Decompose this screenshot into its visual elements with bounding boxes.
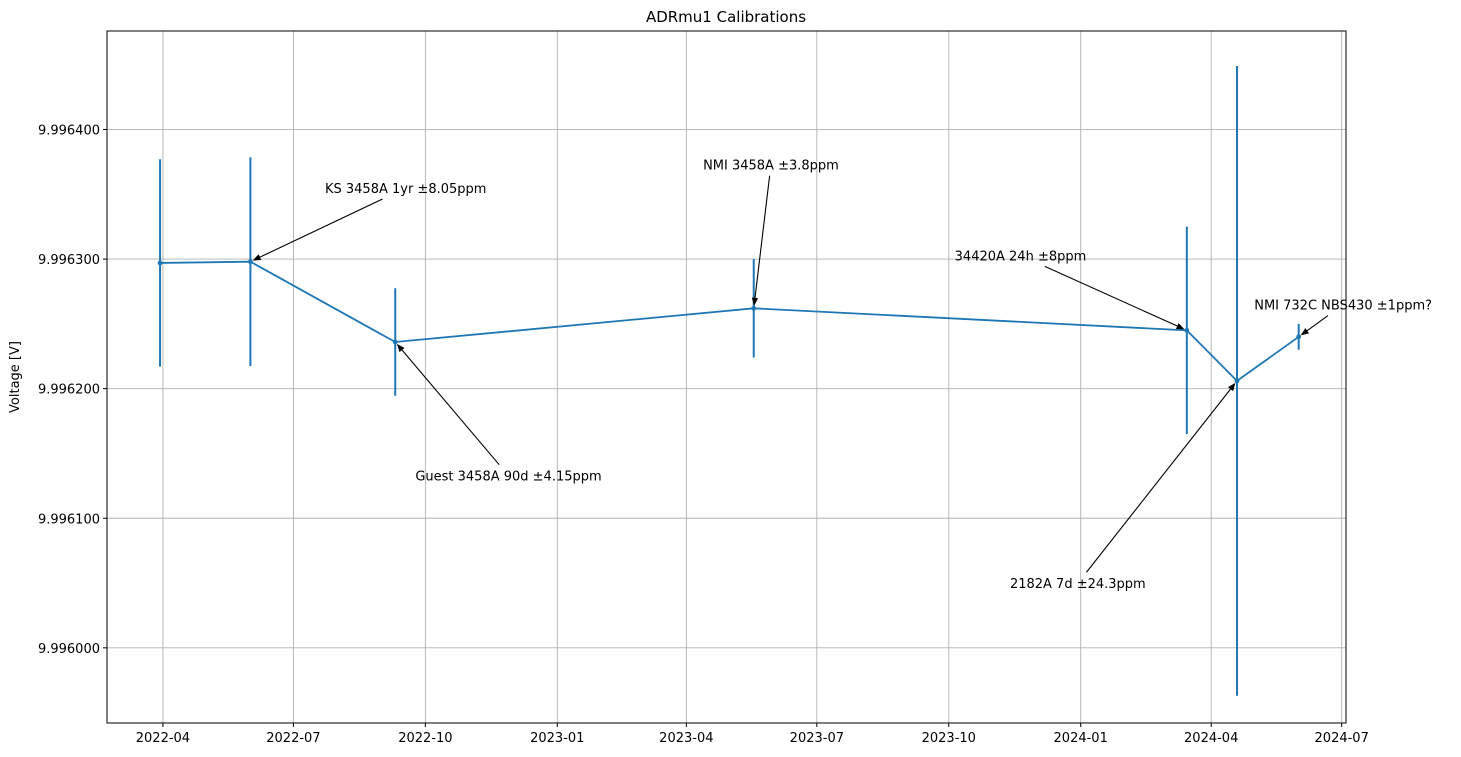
annotation-arrow-line [754,175,771,298]
annotation-arrow-line [259,198,383,258]
data-point [248,259,253,265]
x-tick-label: 2022-07 [266,731,320,746]
data-point [157,260,163,266]
x-tick-label: 2024-01 [1054,731,1108,746]
y-axis-ticks: 9.996000 9.996100 9.996200 9.996300 9.996400 [38,123,107,657]
annotation-arrowhead [252,254,262,261]
data-point [392,339,398,345]
annotation-text: NMI 3458A ±3.8ppm [703,159,839,174]
series-voltage [157,65,1302,696]
x-tick-label: 2022-04 [136,731,190,746]
x-tick-label: 2024-04 [1184,731,1238,746]
x-tick-label: 2023-01 [530,731,584,746]
annotation-arrowhead [396,343,405,353]
data-point [751,305,757,311]
annotation-text: 34420A 24h ±8ppm [955,249,1087,264]
annotation-arrowhead [751,297,759,306]
annotation-arrow-line [1044,265,1178,327]
y-tick-label: 9.996400 [38,123,100,138]
y-tick-label: 9.996100 [38,512,100,527]
annotations: KS 3458A 1yr ±8.05ppm Guest 3458A 90d ±4.… [252,159,1432,592]
annotation-arrowhead [1175,323,1185,330]
data-point [1184,327,1190,333]
annotation-text: Guest 3458A 90d ±4.15ppm [415,470,601,485]
chart-title: ADRmu1 Calibrations [646,8,806,26]
y-tick-label: 9.996200 [38,383,100,398]
y-axis-label: Voltage [V] [8,341,23,413]
grid-lines [107,31,1346,723]
y-tick-label: 9.996000 [38,642,100,657]
x-tick-label: 2023-07 [790,731,844,746]
x-axis-ticks: 2022-04 2022-07 2022-10 2023-01 2023-04 2023-… [136,723,1369,746]
data-point [1234,378,1240,384]
annotation-text: NMI 732C NBS430 ±1ppm? [1254,299,1432,314]
x-tick-label: 2022-10 [398,731,452,746]
plot-area-frame [106,30,1347,724]
annotation-arrowhead [1228,382,1236,392]
x-tick-label: 2024-07 [1315,731,1369,746]
annotation-arrow-line [401,349,500,466]
annotation-arrow-line [1086,388,1231,573]
annotation-text: KS 3458A 1yr ±8.05ppm [325,182,486,197]
y-tick-label: 9.996300 [38,253,100,268]
data-point [1296,334,1302,340]
x-tick-label: 2023-10 [922,731,976,746]
annotation-arrowhead [1300,328,1310,336]
x-tick-label: 2023-04 [659,731,713,746]
annotation-arrow-line [1306,315,1329,332]
annotation-text: 2182A 7d ±24.3ppm [1010,577,1146,592]
